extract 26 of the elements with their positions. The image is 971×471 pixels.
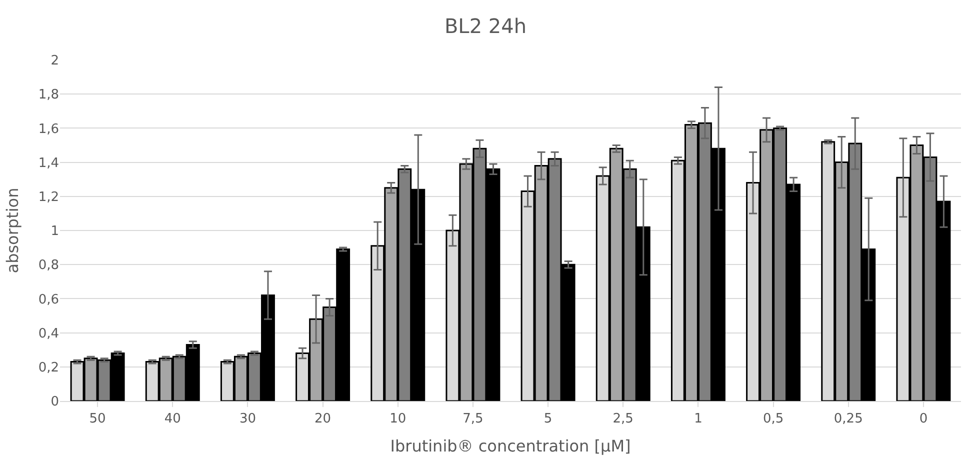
y-tick-label: 0,6 (38, 292, 59, 308)
y-tick-label: 0 (50, 394, 59, 410)
x-tick-label: 7,5 (462, 412, 484, 427)
y-tick-label: 0,4 (38, 326, 59, 342)
x-tick-label: 50 (89, 412, 106, 427)
x-tick-label: 1 (694, 412, 702, 427)
y-tick-label: 1,4 (38, 156, 59, 171)
x-tick-label: 2,5 (612, 412, 634, 427)
y-tick-label: 1,8 (38, 88, 59, 103)
x-tick-label: 10 (390, 412, 406, 427)
x-tick-label: 20 (314, 412, 332, 427)
x-tick-label: 40 (164, 412, 181, 427)
x-tick-label: 0,25 (834, 412, 863, 427)
x-tick-label: 30 (239, 412, 256, 427)
y-axis-title: absorption (3, 188, 22, 274)
y-tick-label: 1 (50, 224, 59, 240)
y-tick-label: 0,2 (38, 360, 59, 376)
x-tick-label: 0 (919, 412, 928, 427)
y-tick-label: 0,8 (38, 258, 59, 274)
y-tick-label: 1,2 (38, 190, 59, 205)
y-tick-label: 2 (50, 54, 59, 69)
chart-title: BL2 24h (444, 14, 527, 38)
y-tick-label: 1,6 (38, 122, 59, 137)
x-axis-title: Ibrutinib® concentration [µM] (390, 436, 631, 456)
x-tick-label: 5 (544, 412, 552, 427)
x-tick-label: 0,5 (762, 412, 784, 427)
